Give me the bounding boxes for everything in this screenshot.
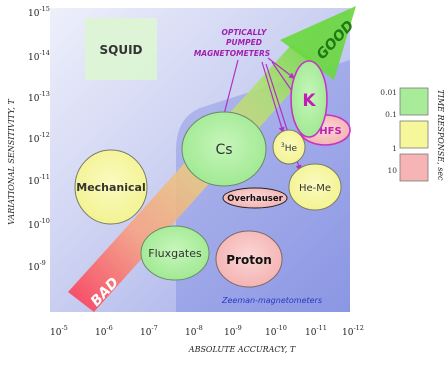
y-axis-ticks: 10-15 10-14 10-13 10-12 10-11 10-10 10-9 xyxy=(28,5,50,273)
quality-arrow-head xyxy=(280,6,356,80)
quality-arrow xyxy=(68,6,356,312)
y-tick-label: 10-14 xyxy=(28,49,50,63)
optically-pumped-line-1: OPTICALLY xyxy=(222,28,268,37)
squid-region xyxy=(85,18,157,80)
optically-pumped-line-2: PUMPED xyxy=(226,38,262,47)
bubble-overhauser-shape xyxy=(222,187,288,209)
bubble-fluxgates: Fluxgates xyxy=(140,225,210,281)
y-axis-title: VARIATIONAL SENSITIVITY, T xyxy=(7,99,16,225)
x-tick-label: 10-12 xyxy=(342,324,364,338)
y-tick-label: 10-13 xyxy=(28,90,50,104)
bubble-proton-label: Proton xyxy=(226,253,271,267)
bubble-cs-label: Cs xyxy=(215,142,232,158)
bubble-mechanical-label: Mechanical xyxy=(76,181,146,194)
x-tick-label: 10-5 xyxy=(50,324,68,338)
x-tick-label: 10-6 xyxy=(95,324,113,338)
bubble-k-shape xyxy=(290,60,328,138)
bubble-fluxgates-shape xyxy=(140,225,210,281)
bubble-mechanical-shape xyxy=(74,149,148,225)
x-tick-label: 10-11 xyxy=(305,324,327,338)
legend-label-1: 1 xyxy=(392,144,397,153)
legend-swatch-0.1-1 xyxy=(399,120,429,149)
y-tick-label: 10-15 xyxy=(28,5,50,19)
bubble-k-hfs-label: K-HFS xyxy=(308,126,341,137)
bubble-proton: Proton xyxy=(215,230,283,288)
x-tick-label: 10-10 xyxy=(265,324,287,338)
y-tick-label: 10-9 xyxy=(28,259,46,273)
legend-label-10: 10 xyxy=(387,166,397,175)
legend-label-0.1: 0.1 xyxy=(385,110,397,119)
bubble-he3-main: He xyxy=(285,144,298,154)
y-tick-label: 10-10 xyxy=(28,217,50,231)
pointer-to-he3 xyxy=(261,61,285,134)
bubble-mechanical: Mechanical xyxy=(74,149,148,225)
x-tick-label: 10-7 xyxy=(140,324,158,338)
x-tick-label: 10-9 xyxy=(224,324,242,338)
bubble-he-me-label: He-Me xyxy=(299,183,331,194)
bubble-he-me: He-Me xyxy=(288,163,342,211)
x-axis-ticks: 10-5 10-6 10-7 10-8 10-9 10-10 10-11 10-12 xyxy=(50,324,364,338)
legend-label-0.01: 0.01 xyxy=(380,88,397,97)
bubble-he3-shape xyxy=(272,129,306,165)
bubble-cs: Cs xyxy=(181,111,267,187)
legend: 0.01 0.1 1 10 TIME RESPONSE, sec xyxy=(380,87,445,182)
y-tick-label: 10-11 xyxy=(28,173,50,187)
legend-title: TIME RESPONSE, sec xyxy=(436,89,445,181)
y-tick-label: 10-12 xyxy=(28,131,50,145)
bubble-he3-label: 3He xyxy=(281,142,298,154)
optically-pumped-line-3: MAGNETOMETERS xyxy=(194,49,270,58)
legend-swatch-10 xyxy=(399,153,429,182)
bubble-he3: 3He xyxy=(272,129,306,165)
bubble-he3-sup: 3 xyxy=(281,142,285,149)
zeeman-region-label: Zeeman-magnetometers xyxy=(221,296,322,305)
legend-swatch-0.01 xyxy=(399,87,429,116)
bubble-cs-shape xyxy=(181,111,267,187)
quality-arrow-shaft xyxy=(68,44,318,312)
bubble-he-me-shape xyxy=(288,163,342,211)
bubble-k-label: K xyxy=(302,91,316,111)
bubble-proton-shape xyxy=(215,230,283,288)
bubble-k: K xyxy=(290,60,328,138)
pointer-to-k xyxy=(267,57,295,79)
x-axis-title: ABSOLUTE ACCURACY, T xyxy=(188,345,296,354)
bubble-fluxgates-label: Fluxgates xyxy=(148,247,202,260)
x-tick-label: 10-8 xyxy=(185,324,203,338)
bubble-overhauser-label: Overhauser xyxy=(227,194,283,204)
bubble-overhauser: Overhauser xyxy=(222,187,288,209)
squid-label: SQUID xyxy=(99,43,142,57)
